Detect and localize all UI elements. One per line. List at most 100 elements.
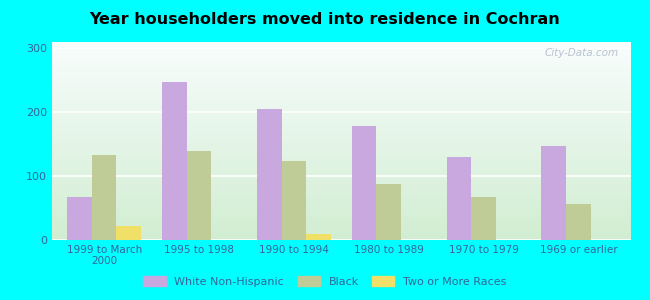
Bar xyxy=(52,62,630,63)
Bar xyxy=(52,151,630,152)
Bar xyxy=(52,169,630,170)
Bar xyxy=(52,104,630,105)
Bar xyxy=(52,128,630,129)
Bar xyxy=(52,111,630,112)
Bar xyxy=(52,127,630,128)
Bar xyxy=(352,126,376,240)
Text: Year householders moved into residence in Cochran: Year householders moved into residence i… xyxy=(90,12,560,27)
Bar xyxy=(52,136,630,137)
Bar xyxy=(52,145,630,146)
Bar xyxy=(52,78,630,79)
Bar xyxy=(52,226,630,227)
Bar xyxy=(52,210,630,211)
Bar xyxy=(162,82,187,240)
Bar xyxy=(52,180,630,181)
Bar xyxy=(52,219,630,220)
Bar xyxy=(52,65,630,66)
Bar xyxy=(52,135,630,136)
Bar xyxy=(52,166,630,167)
Bar xyxy=(52,119,630,120)
Bar xyxy=(52,174,630,175)
Bar xyxy=(52,211,630,212)
Bar xyxy=(52,212,630,213)
Bar xyxy=(52,214,630,215)
Bar xyxy=(52,142,630,143)
Bar xyxy=(52,75,630,76)
Bar xyxy=(52,160,630,161)
Bar xyxy=(52,146,630,147)
Bar xyxy=(52,200,630,201)
Bar xyxy=(52,203,630,204)
Bar xyxy=(52,159,630,160)
Bar xyxy=(52,165,630,166)
Bar xyxy=(52,171,630,172)
Bar xyxy=(52,96,630,98)
Bar xyxy=(52,236,630,237)
Bar xyxy=(52,66,630,67)
Bar xyxy=(52,122,630,123)
Bar xyxy=(52,56,630,57)
Bar xyxy=(52,223,630,224)
Bar xyxy=(52,108,630,109)
Bar xyxy=(52,227,630,228)
Bar xyxy=(52,61,630,62)
Bar xyxy=(52,156,630,157)
Bar xyxy=(52,167,630,168)
Bar xyxy=(52,82,630,84)
Bar xyxy=(52,60,630,61)
Bar xyxy=(52,138,630,139)
Bar xyxy=(52,163,630,164)
Bar xyxy=(52,116,630,117)
Bar xyxy=(52,225,630,226)
Bar xyxy=(52,207,630,208)
Bar xyxy=(52,86,630,88)
Bar xyxy=(52,202,630,203)
Bar xyxy=(52,188,630,190)
Bar xyxy=(52,43,630,44)
Bar xyxy=(52,139,630,140)
Bar xyxy=(52,70,630,71)
Bar xyxy=(52,48,630,49)
Bar xyxy=(52,92,630,94)
Bar xyxy=(52,173,630,174)
Bar xyxy=(52,190,630,191)
Bar xyxy=(52,109,630,110)
Bar xyxy=(52,50,630,51)
Bar xyxy=(52,228,630,229)
Bar xyxy=(52,209,630,210)
Bar xyxy=(52,231,630,232)
Bar xyxy=(52,147,630,148)
Bar xyxy=(52,54,630,55)
Bar xyxy=(52,88,630,89)
Bar xyxy=(281,161,306,240)
Bar xyxy=(52,198,630,200)
Bar xyxy=(52,137,630,138)
Bar xyxy=(52,94,630,95)
Bar xyxy=(52,52,630,53)
Bar xyxy=(52,182,630,183)
Bar xyxy=(52,148,630,149)
Bar xyxy=(52,105,630,106)
Bar xyxy=(52,143,630,144)
Bar xyxy=(52,126,630,127)
Bar xyxy=(52,150,630,151)
Bar xyxy=(52,237,630,238)
Bar xyxy=(52,68,630,69)
Bar xyxy=(52,234,630,235)
Bar xyxy=(52,80,630,81)
Bar xyxy=(52,103,630,104)
Bar xyxy=(52,134,630,135)
Bar xyxy=(52,215,630,216)
Bar xyxy=(52,132,630,133)
Bar xyxy=(52,125,630,126)
Bar xyxy=(52,53,630,54)
Bar xyxy=(52,79,630,80)
Bar xyxy=(52,229,630,230)
Bar xyxy=(52,69,630,70)
Bar xyxy=(52,176,630,177)
Bar xyxy=(52,120,630,121)
Bar xyxy=(52,205,630,206)
Bar xyxy=(52,183,630,184)
Bar xyxy=(52,110,630,111)
Bar xyxy=(52,46,630,47)
